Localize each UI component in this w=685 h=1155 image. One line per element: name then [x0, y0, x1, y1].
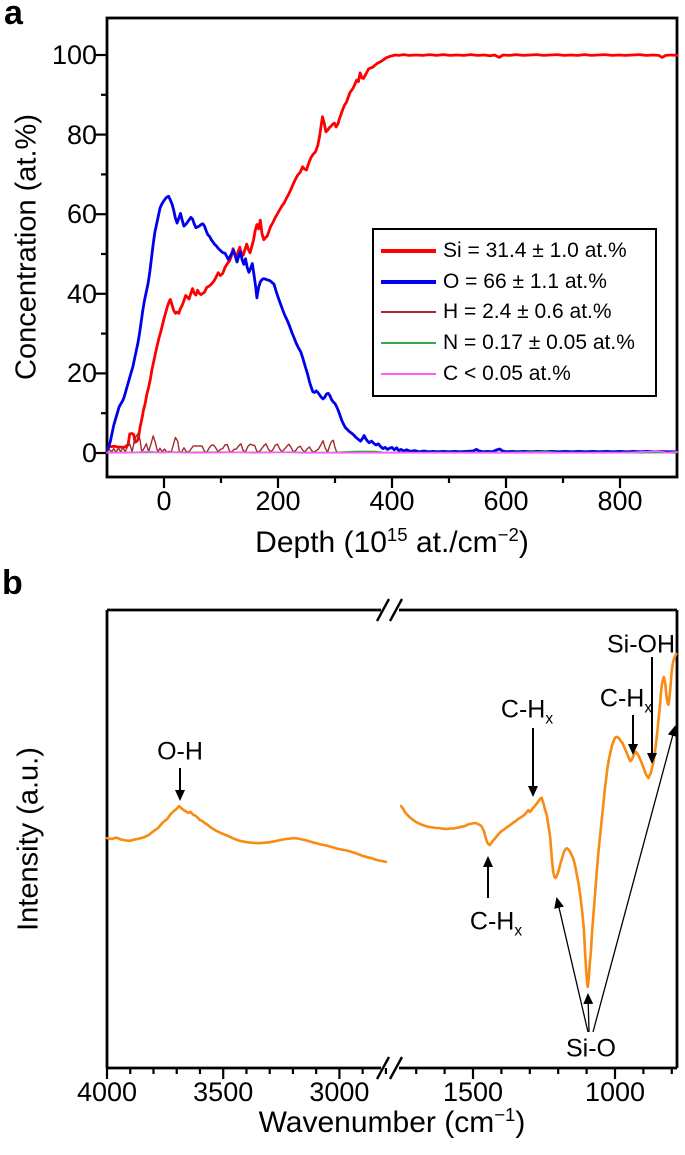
panel-b-x-tick-label: 3000 — [309, 1077, 370, 1107]
legend-item-label: Si = 31.4 ± 1.0 at.% — [443, 238, 627, 262]
legend-line-sample — [381, 248, 436, 253]
wavenumber-label-sup: −1 — [494, 1104, 516, 1125]
annotation-arrow-si-o — [583, 993, 594, 1033]
panel-b-frame — [105, 608, 679, 1070]
legend-item-label: O = 66 ± 1.1 at.% — [443, 269, 607, 293]
wavenumber-label-pre: Wavenumber (cm — [258, 1106, 495, 1139]
panel-a-y-tick-label: 100 — [51, 40, 97, 70]
annotation-text: Si-O — [566, 1034, 616, 1063]
annotation-label-o-h: O-H — [157, 737, 203, 766]
ftir-spectrum-segment-1 — [105, 804, 388, 864]
depth-label-pre: Depth (10 — [255, 526, 387, 559]
legend-item-H: H = 2.4 ± 0.6 at.% — [381, 300, 655, 324]
series-C — [106, 450, 678, 454]
depth-label-mid: at./cm — [407, 526, 498, 559]
wavenumber-label-post: ) — [515, 1106, 526, 1139]
panel-a-x-tick-label: 800 — [597, 486, 643, 516]
legend-line-sample — [381, 373, 436, 376]
legend-item-label: N = 0.17 ± 0.05 at.% — [443, 331, 635, 355]
panel-b-letter: b — [2, 564, 23, 602]
panel-b-x-tick-label: 4000 — [76, 1077, 138, 1107]
annotation-label-si-o: Si-O — [566, 1034, 616, 1063]
annotation-text: Si-OH — [606, 630, 676, 659]
depth-label-post: ) — [518, 526, 529, 559]
legend-line-sample — [381, 279, 436, 284]
panel-a-x-tick-label: 600 — [483, 486, 529, 516]
legend-item-O: O = 66 ± 1.1 at.% — [381, 270, 655, 294]
panel-b-x-axis-title: Wavenumber (cm−1) — [259, 1104, 526, 1140]
axis-break-slash — [375, 598, 391, 622]
legend-line-sample — [381, 342, 436, 345]
axis-break-slash — [388, 1056, 404, 1080]
panel-a-y-tick-label: 40 — [66, 278, 97, 309]
ftir-spectrum-segment-2 — [399, 652, 678, 989]
annotation-label-c-hx: C-Hx — [600, 686, 652, 716]
series-H — [106, 432, 678, 454]
panel-a-x-axis-title: Depth (1015 at./cm−2) — [255, 524, 529, 560]
panel-a-x-tick-label: 0 — [156, 486, 172, 516]
legend-box: Si = 31.4 ± 1.0 at.% O = 66 ± 1.1 at.% H =… — [372, 228, 657, 397]
legend-item-label: C < 0.05 at.% — [443, 362, 571, 386]
annotation-subscript: x — [644, 699, 653, 717]
legend-item-N: N = 0.17 ± 0.05 at.% — [381, 331, 655, 355]
annotation-text: C-H — [599, 684, 645, 713]
axis-break-slash — [388, 598, 404, 622]
annotation-subscript: x — [545, 710, 554, 728]
annotation-arrow-si-o — [554, 897, 589, 1033]
panel-a-y-tick-label: 80 — [66, 119, 97, 150]
series-Si — [105, 53, 679, 454]
legend-line-sample — [381, 311, 436, 314]
annotation-text: C-H — [500, 695, 546, 724]
panel-b-x-tick-label: 1500 — [442, 1077, 504, 1107]
legend-item-label: H = 2.4 ± 0.6 at.% — [443, 300, 612, 324]
annotation-text: C-H — [469, 907, 515, 936]
annotation-text: O-H — [157, 737, 203, 766]
series-O — [105, 194, 679, 454]
panel-b-x-tick-label: 3500 — [193, 1077, 254, 1107]
panel-a-y-axis-title: Concentration (at.%) — [10, 114, 43, 380]
annotation-label-c-hx: C-Hx — [501, 697, 553, 727]
panel-a-y-tick-label: 20 — [66, 358, 97, 389]
axis-break-slash — [375, 1056, 391, 1080]
annotation-arrow-si-o — [592, 725, 678, 1033]
panel-a-x-tick-label: 200 — [255, 486, 301, 516]
panel-b-y-axis-title: Intensity (a.u.) — [12, 747, 45, 931]
panel-b-x-tick-label: 1000 — [584, 1077, 646, 1107]
panel-a-y-tick-label: 60 — [66, 199, 97, 230]
annotation-label-c-hx: C-Hx — [470, 909, 522, 939]
annotation-subscript: x — [514, 922, 523, 940]
panel-a-y-tick-label: 0 — [81, 438, 97, 468]
depth-label-sup-unit: −2 — [497, 524, 519, 545]
legend-item-Si: Si = 31.4 ± 1.0 at.% — [381, 239, 655, 263]
depth-label-sup-exp: 15 — [386, 524, 408, 545]
panel-a-letter: a — [4, 0, 23, 32]
panel-a-x-tick-label: 400 — [369, 486, 415, 516]
annotation-label-si-oh: Si-OH — [606, 630, 676, 659]
legend-item-C: C < 0.05 at.% — [381, 362, 655, 386]
